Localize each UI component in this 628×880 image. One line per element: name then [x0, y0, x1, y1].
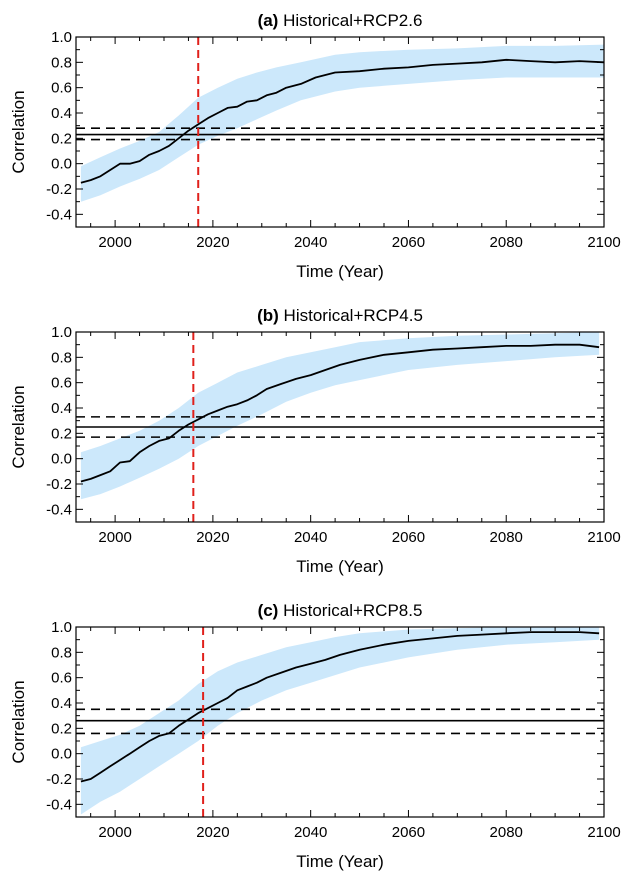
plot-area: [76, 37, 604, 227]
chart-panel-1: 2000 2020 2040 2060 2080 2100 -0.4 -0.2 0.0 0.2 0.…: [9, 11, 621, 281]
chart-title: (b) Historical+RCP4.5: [257, 306, 423, 325]
mean-correlation-line: [80, 58, 604, 184]
x-tick-label: 2000: [98, 529, 131, 546]
panel-title-text: Historical+RCP2.6: [283, 11, 422, 30]
panel-title-text: Historical+RCP8.5: [283, 601, 422, 620]
x-axis: 2000 2020 2040 2060 2080 2100: [90, 332, 621, 546]
panel-title-text: Historical+RCP4.5: [284, 306, 423, 325]
x-tick-label: 2000: [98, 234, 131, 251]
x-tick-label: 2100: [587, 234, 620, 251]
x-tick-label: 2000: [98, 824, 131, 841]
y-tick-label: 1.0: [51, 29, 72, 46]
x-tick-label: 2020: [196, 529, 229, 546]
x-tick-label: 2020: [196, 234, 229, 251]
plot-frame: [75, 626, 605, 818]
chart-title: (a) Historical+RCP2.6: [258, 11, 423, 30]
y-tick-label: 0.6: [51, 670, 72, 687]
y-tick-label: 0.6: [51, 80, 72, 97]
y-axis: -0.4 -0.2 0.0 0.2 0.4 0.6 0.8 1.0: [46, 324, 604, 523]
x-tick-label: 2080: [490, 234, 523, 251]
x-tick-label: 2060: [392, 234, 425, 251]
y-tick-label: -0.2: [46, 181, 72, 198]
x-tick-label: 2020: [196, 824, 229, 841]
uncertainty-band: [80, 44, 604, 202]
y-tick-label: -0.4: [46, 796, 72, 813]
x-tick-label: 2100: [587, 529, 620, 546]
mean-correlation-line: [80, 631, 600, 783]
y-tick-label: -0.4: [46, 206, 72, 223]
x-tick-label: 2060: [392, 824, 425, 841]
y-tick-label: 0.8: [51, 644, 72, 661]
y-axis-label: Correlation: [9, 385, 28, 468]
y-tick-label: -0.4: [46, 501, 72, 518]
chart-panel-3: 2000 2020 2040 2060 2080 2100 -0.4 -0.2 0.0 0.2 0.…: [9, 601, 621, 871]
uncertainty-band: [80, 332, 600, 500]
y-tick-label: 1.0: [51, 324, 72, 341]
chart-panel-2: 2000 2020 2040 2060 2080 2100 -0.4 -0.2 0.0 0.2 0.…: [9, 306, 621, 576]
plot-frame: [75, 36, 605, 228]
x-tick-label: 2100: [587, 824, 620, 841]
y-tick-label: -0.2: [46, 476, 72, 493]
x-tick-label: 2060: [392, 529, 425, 546]
y-axis-label: Correlation: [9, 90, 28, 173]
y-tick-label: -0.2: [46, 771, 72, 788]
x-tick-label: 2040: [294, 529, 327, 546]
y-tick-label: 0.8: [51, 349, 72, 366]
y-tick-label: 1.0: [51, 619, 72, 636]
y-axis-label: Correlation: [9, 680, 28, 763]
plot-area: [76, 332, 604, 522]
y-axis: -0.4 -0.2 0.0 0.2 0.4 0.6 0.8 1.0: [46, 619, 604, 818]
chart-title: (c) Historical+RCP8.5: [258, 601, 423, 620]
panel-letter: (c): [258, 601, 279, 620]
x-axis-label: Time (Year): [296, 557, 384, 576]
x-axis: 2000 2020 2040 2060 2080 2100: [90, 37, 621, 251]
x-tick-label: 2040: [294, 824, 327, 841]
x-axis: 2000 2020 2040 2060 2080 2100: [90, 627, 621, 841]
plot-area: [76, 627, 604, 817]
y-tick-label: 0.0: [51, 451, 72, 468]
y-tick-label: 0.4: [51, 105, 72, 122]
y-axis: -0.4 -0.2 0.0 0.2 0.4 0.6 0.8 1.0: [46, 29, 604, 228]
y-tick-label: 0.0: [51, 156, 72, 173]
y-tick-label: 0.4: [51, 695, 72, 712]
panel-letter: (b): [257, 306, 279, 325]
y-tick-label: 0.6: [51, 375, 72, 392]
y-tick-label: 0.2: [51, 720, 72, 737]
y-tick-label: 0.8: [51, 54, 72, 71]
mean-correlation-line: [80, 343, 600, 483]
x-axis-label: Time (Year): [296, 852, 384, 871]
x-axis-label: Time (Year): [296, 262, 384, 281]
x-tick-label: 2080: [490, 529, 523, 546]
plot-frame: [75, 331, 605, 523]
y-tick-label: 0.2: [51, 425, 72, 442]
y-tick-label: 0.0: [51, 746, 72, 763]
x-tick-label: 2080: [490, 824, 523, 841]
x-tick-label: 2040: [294, 234, 327, 251]
y-tick-label: 0.2: [51, 130, 72, 147]
panel-letter: (a): [258, 11, 279, 30]
y-tick-label: 0.4: [51, 400, 72, 417]
